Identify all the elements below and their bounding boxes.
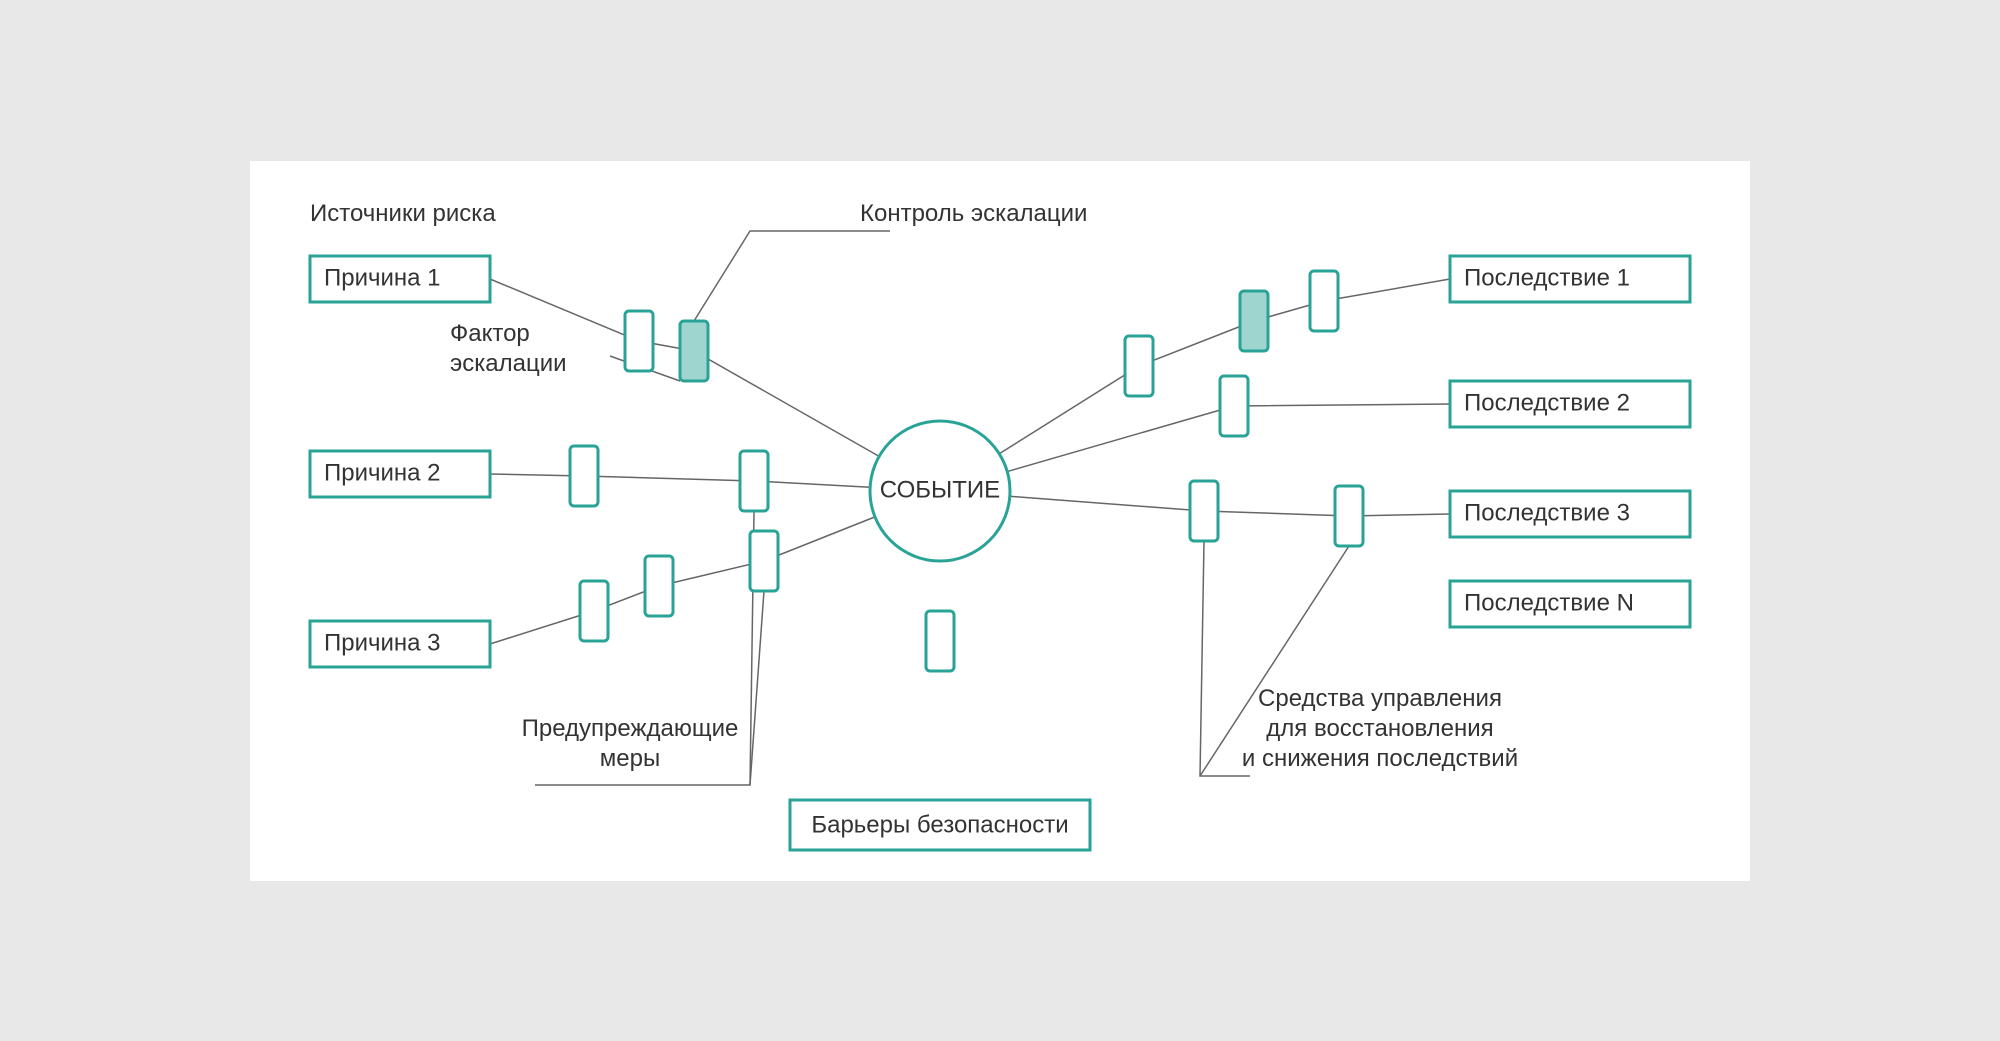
cause-label: Причина 2 [324, 459, 441, 486]
barrier [680, 321, 708, 381]
barrier [580, 581, 608, 641]
barrier [1240, 291, 1268, 351]
risk-sources-label: Источники риска [310, 200, 496, 227]
barrier [926, 611, 954, 671]
consequence-label: Последствие 1 [1464, 264, 1630, 291]
barrier [570, 446, 598, 506]
consequence-label: Последствие 3 [1464, 499, 1630, 526]
escalation-control-label: Контроль эскалации [860, 200, 1087, 227]
diagram-canvas: СОБЫТИЕ Причина 1 Причина 2 Причина 3 Послед… [250, 161, 1750, 881]
cause-label: Причина 1 [324, 264, 441, 291]
safety-barriers-label: Барьеры безопасности [811, 811, 1068, 838]
connector [1010, 496, 1450, 516]
callout-line [694, 231, 890, 321]
barrier [750, 531, 778, 591]
consequence-label: Последствие 2 [1464, 389, 1630, 416]
connector [490, 474, 870, 487]
barrier [1220, 376, 1248, 436]
callout-line [1200, 541, 1250, 776]
preventive-label-1: Предупреждающие [522, 715, 739, 742]
cause-label: Причина 3 [324, 629, 441, 656]
escalation-factor-label-2: эскалации [450, 350, 567, 377]
preventive-label-2: меры [600, 745, 660, 772]
callout-line [535, 511, 754, 785]
barrier [1310, 271, 1338, 331]
barrier [740, 451, 768, 511]
connector [490, 516, 875, 643]
recovery-label-1: Средства управления [1258, 685, 1502, 712]
barrier [1335, 486, 1363, 546]
recovery-label-2: для восстановления [1266, 715, 1493, 742]
barrier [645, 556, 673, 616]
barrier [1190, 481, 1218, 541]
barrier [1125, 336, 1153, 396]
barrier [625, 311, 653, 371]
recovery-label-3: и снижения последствий [1242, 745, 1518, 772]
event-label: СОБЫТИЕ [880, 476, 1000, 503]
escalation-factor-label-1: Фактор [450, 320, 530, 347]
consequence-label: Последствие N [1464, 589, 1634, 616]
